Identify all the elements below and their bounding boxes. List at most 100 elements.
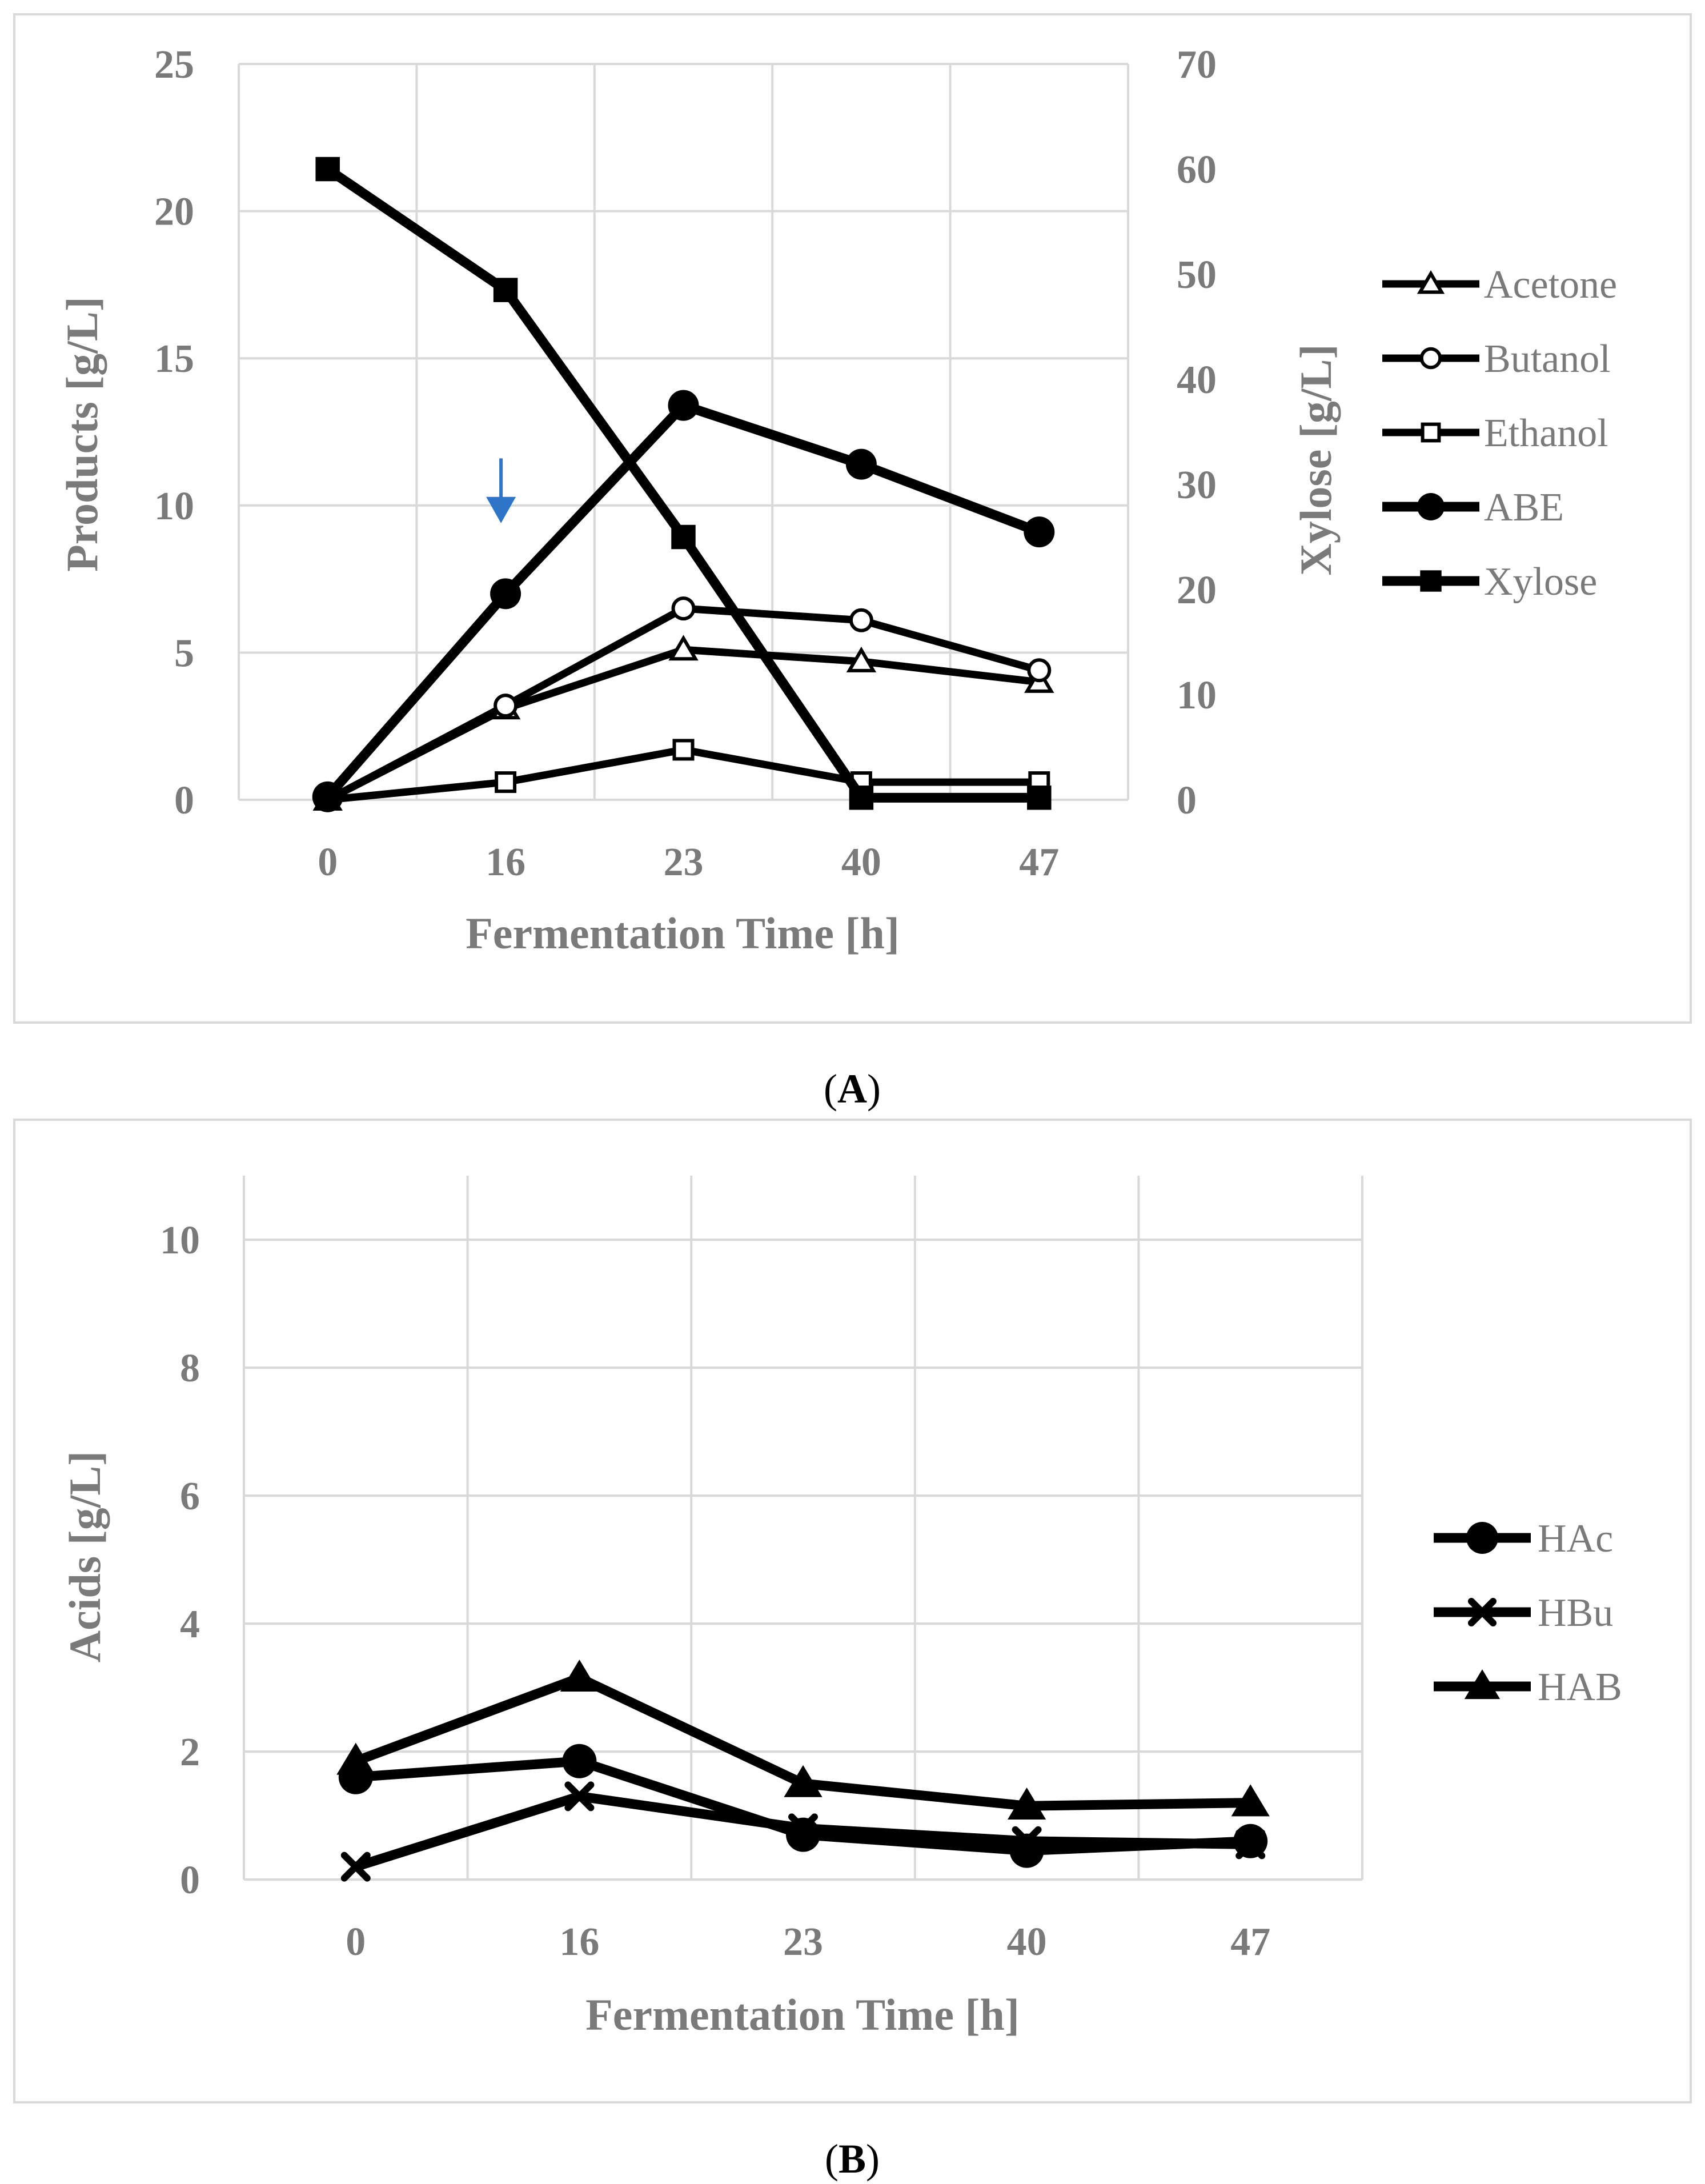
panel-a-point-xylose <box>493 278 518 302</box>
panel-a-point-ethanol <box>495 771 517 794</box>
panel-a-y2-tick-label: 70 <box>1177 43 1217 87</box>
panel-a-gridlines <box>238 63 1129 801</box>
panel-b-y-tick-label: 0 <box>180 1858 200 1902</box>
panel-b-y-tick-label: 4 <box>180 1602 200 1646</box>
panel-a-point-abe <box>668 390 699 421</box>
panel-a-x-tick-label: 47 <box>1019 840 1059 884</box>
panel-a-y2-tick-label: 0 <box>1177 779 1197 823</box>
panel-b-point-hab <box>336 1742 375 1775</box>
panel-b-legend-marker-hab <box>1464 1669 1501 1700</box>
panel-b-gridlines <box>243 1176 1363 1881</box>
panel-a-annotation <box>486 458 516 523</box>
panel-a-legend-label-butanol: Butanol <box>1484 337 1611 381</box>
panel-a-legend-label-xylose: Xylose <box>1484 560 1597 604</box>
panel-a-y2-tick-label: 20 <box>1177 568 1217 612</box>
panel-a-point-abe <box>490 578 521 610</box>
panel-b-frame <box>13 1119 1692 2103</box>
panel-a-point-xylose <box>315 157 340 182</box>
panel-b-x-tick-label: 40 <box>1007 1920 1047 1964</box>
down-arrow-icon <box>486 458 516 523</box>
panel-b-label-letter: B <box>839 2136 866 2182</box>
panel-b-legend-label-hbu: HBu <box>1538 1591 1613 1635</box>
panel-a-x-tick-label: 23 <box>664 840 704 884</box>
panel-a-legend-marker-abe <box>1417 493 1445 520</box>
panel-a-point-ethanol <box>672 739 695 761</box>
panel-b-point-hbu <box>1012 1826 1042 1856</box>
panel-b-y-tick-label: 10 <box>160 1219 200 1263</box>
panel-a-legend-marker-acetone <box>1417 270 1445 294</box>
panel-a-x-tick-label: 40 <box>841 840 881 884</box>
panel-a-y-tick-label: 25 <box>154 43 194 87</box>
panel-a-y2-tick-label: 30 <box>1177 463 1217 507</box>
panel-a-legend-label-acetone: Acetone <box>1484 263 1617 307</box>
panel-a-y2-tick-label: 60 <box>1177 148 1217 192</box>
panel-b-point-hab <box>1231 1784 1270 1817</box>
panel-b-point-hbu <box>788 1813 818 1844</box>
panel-a-y2-tick-label: 40 <box>1177 358 1217 402</box>
panel-a-point-abe <box>1024 516 1055 548</box>
panel-a-y-axis-title: Products [g/L] <box>57 296 107 572</box>
panel-a-label-close: ) <box>867 1066 881 1112</box>
panel-a-y-tick-label: 20 <box>154 190 194 234</box>
panel-a-legend-marker-xylose <box>1420 570 1442 592</box>
panel-a-label: (A) <box>824 1066 881 1112</box>
panel-b-label-open: ( <box>825 2136 839 2182</box>
panel-a-x-axis-title: Fermentation Time [h] <box>466 908 900 958</box>
panel-a-point-xylose <box>671 524 696 550</box>
panel-b-x-tick-label: 23 <box>783 1920 823 1964</box>
panel-a-legend-marker-butanol <box>1419 347 1442 370</box>
panel-a-point-butanol <box>849 608 873 632</box>
panel-a-y-axis: 0 5 10 15 20 25 <box>154 43 194 823</box>
panel-a-point-xylose <box>1027 786 1052 810</box>
panel-a-label-letter: A <box>837 1066 867 1112</box>
panel-a-y2-tick-label: 10 <box>1177 674 1217 718</box>
panel-b-label: (B) <box>825 2136 880 2182</box>
panel-a-legend: Acetone Butanol Ethanol ABE Xylose <box>1382 263 1617 604</box>
panel-b-legend-marker-hac <box>1466 1522 1498 1554</box>
panel-a-y2-tick-label: 50 <box>1177 253 1217 297</box>
panel-a-x-axis: 0 16 23 40 47 <box>318 840 1059 884</box>
panel-a-legend-label-abe: ABE <box>1484 486 1564 530</box>
panel-b-y-axis-title: Acids [g/L] <box>60 1451 110 1663</box>
panel-b-x-tick-label: 0 <box>346 1920 366 1964</box>
panel-a-y2-axis-title: Xylose [g/L] <box>1291 344 1341 575</box>
panel-a-y2-axis: 0 10 20 30 40 50 60 70 <box>1177 43 1217 823</box>
panel-b-legend-label-hac: HAc <box>1538 1517 1613 1561</box>
panel-b-point-hab <box>560 1660 599 1692</box>
panel-b-point-hbu <box>564 1781 595 1812</box>
panel-b-point-hbu <box>340 1852 371 1882</box>
panel-a-point-butanol <box>671 596 696 621</box>
panel-a-y-tick-label: 15 <box>154 337 194 381</box>
panel-a-label-open: ( <box>824 1066 837 1112</box>
panel-a-point-acetone <box>846 646 877 672</box>
panel-a-point-butanol <box>1027 658 1052 683</box>
panel-b-series <box>336 1660 1270 1882</box>
panel-a-point-abe <box>845 448 877 480</box>
panel-a-x-tick-label: 0 <box>318 840 338 884</box>
panel-b-x-tick-label: 47 <box>1230 1920 1270 1964</box>
panel-a-frame <box>13 13 1692 1024</box>
panel-a-line-xylose <box>324 165 1040 803</box>
panel-a-y-tick-label: 5 <box>174 631 194 675</box>
panel-b-point-hac <box>562 1744 597 1778</box>
panel-b-y-tick-label: 6 <box>180 1474 200 1518</box>
panel-a-point-abe <box>312 781 343 812</box>
panel-b-point-hbu <box>1235 1829 1266 1860</box>
panel-a-point-xylose <box>849 786 874 810</box>
panel-b-y-axis: 0 2 4 6 8 10 <box>160 1219 200 1902</box>
panel-a-x-tick-label: 16 <box>486 840 525 884</box>
down-arrow-head <box>486 496 516 523</box>
panel-b-x-tick-label: 16 <box>559 1920 599 1964</box>
panel-a-legend-label-ethanol: Ethanol <box>1484 411 1608 455</box>
panel-b-point-hab <box>784 1765 823 1797</box>
panel-a-point-acetone <box>668 635 699 661</box>
panel-b-legend: HAc HBu HAB <box>1434 1517 1622 1709</box>
panel-a-point-butanol <box>494 694 518 718</box>
panel-b-x-axis-title: Fermentation Time [h] <box>585 1990 1020 2039</box>
panel-a-y-tick-label: 10 <box>154 484 194 528</box>
panel-a-series <box>312 157 1055 812</box>
panel-b-y-tick-label: 8 <box>180 1347 200 1390</box>
panel-b-legend-marker-hbu <box>1468 1598 1497 1626</box>
panel-a-legend-marker-ethanol <box>1421 422 1441 443</box>
